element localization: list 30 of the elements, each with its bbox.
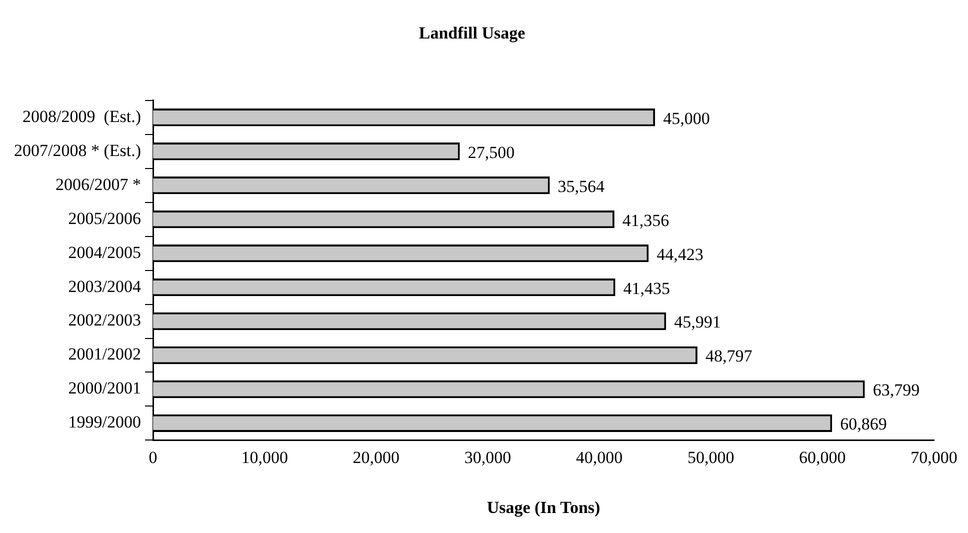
y-tick-label: 2001/2002 (68, 344, 142, 364)
x-tick-label: 40,000 (576, 448, 623, 467)
x-tick-label: 10,000 (241, 448, 288, 467)
data-label: 35,564 (558, 176, 606, 196)
data-label: 45,000 (663, 108, 710, 128)
data-label: 63,799 (872, 380, 920, 400)
x-tick-label: 20,000 (352, 448, 400, 467)
x-tick-label: 60,000 (799, 448, 846, 467)
y-tick-label: 1999/2000 (68, 412, 142, 432)
y-tick-label: 2002/2003 (68, 310, 142, 330)
x-tick-label: 50,000 (687, 448, 734, 467)
data-label: 44,423 (656, 244, 704, 264)
chart-title: Landfill Usage (418, 24, 526, 43)
data-label: 60,869 (840, 414, 887, 434)
x-tick-label: 0 (148, 448, 158, 467)
y-tick-label: 2003/2004 (68, 276, 142, 296)
y-tick-label: 2006/2007 * (56, 174, 142, 194)
x-tick-label: 70,000 (910, 448, 958, 467)
data-label: 41,435 (623, 278, 670, 298)
y-tick-label: 2007/2008 * (Est.) (14, 140, 142, 160)
data-label: 48,797 (705, 346, 753, 366)
y-tick-label: 2008/2009 (Est.) (22, 106, 142, 126)
x-axis-title: Usage (In Tons) (486, 498, 600, 518)
data-label: 27,500 (468, 142, 515, 162)
data-label: 45,991 (674, 312, 721, 332)
data-label: 41,356 (622, 210, 670, 230)
y-tick-label: 2004/2005 (68, 242, 142, 262)
x-tick-label: 30,000 (464, 448, 512, 467)
y-tick-label: 2000/2001 (68, 378, 142, 398)
y-tick-label: 2005/2006 (68, 208, 142, 228)
